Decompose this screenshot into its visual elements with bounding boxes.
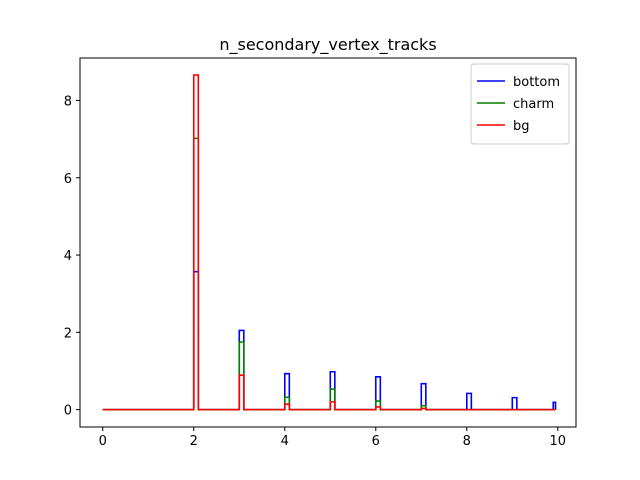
y-tick-label: 2 — [64, 326, 72, 341]
series-charm-line — [102, 137, 556, 411]
y-tick-label: 0 — [64, 404, 72, 419]
plot-frame — [79, 57, 577, 428]
legend-label-bottom: bottom — [513, 75, 560, 90]
legend: bottom charm bg — [470, 63, 570, 145]
series-bg-line — [102, 74, 556, 411]
y-axis: 0 2 4 6 8 — [64, 95, 80, 419]
x-tick-label: 2 — [190, 434, 198, 449]
x-tick-label: 8 — [463, 434, 471, 449]
series-layer — [102, 74, 557, 411]
legend-box — [470, 63, 570, 145]
x-tick-label: 6 — [372, 434, 380, 449]
series-bottom-line — [102, 270, 557, 411]
legend-label-charm: charm — [513, 97, 554, 112]
y-tick-label: 4 — [64, 249, 72, 264]
y-tick-label: 6 — [64, 172, 72, 187]
x-tick-label: 4 — [281, 434, 289, 449]
x-tick-label: 10 — [550, 434, 567, 449]
chart-title: n_secondary_vertex_tracks — [219, 35, 436, 55]
x-axis: 0 2 4 6 8 10 — [99, 427, 566, 449]
y-tick-label: 8 — [64, 95, 72, 110]
x-tick-label: 0 — [99, 434, 107, 449]
legend-label-bg: bg — [513, 119, 530, 134]
